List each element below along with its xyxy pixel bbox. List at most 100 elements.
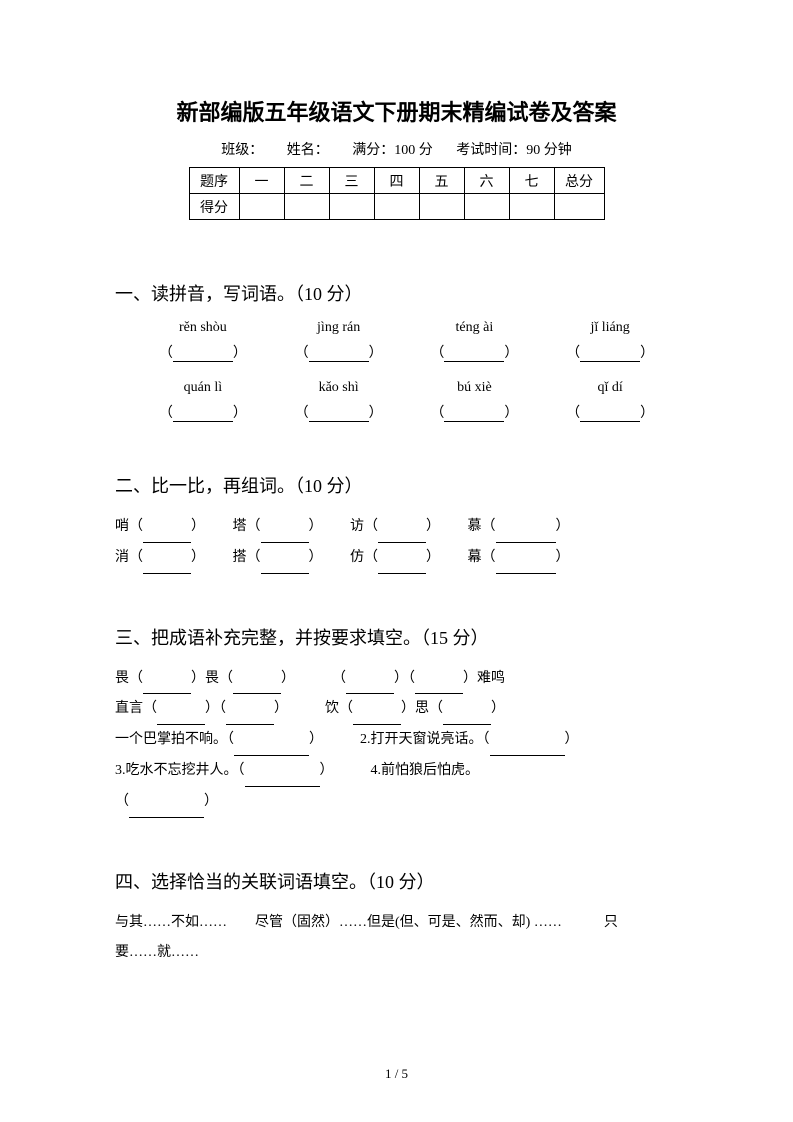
blank-cell: （）	[542, 342, 678, 362]
page-number: 1 / 5	[0, 1066, 793, 1082]
text: ）	[309, 732, 323, 747]
cell: 总分	[554, 168, 604, 194]
blank	[157, 711, 205, 725]
idiom-line: 直言（）（） 饮（）思（）	[115, 694, 678, 725]
compare-item: 仿（）	[350, 543, 440, 574]
char: 仿	[350, 550, 364, 565]
pinyin: bú xiè	[407, 380, 543, 396]
full-value: 100 分	[394, 143, 433, 158]
compare-item: 哨（）	[115, 512, 205, 543]
blank	[378, 560, 426, 574]
blank	[444, 348, 504, 362]
cell	[419, 194, 464, 220]
text: ）难鸣	[463, 671, 505, 686]
pinyin-row: rěn shòu jìng rán téng ài jǐ liáng	[115, 320, 678, 336]
blank	[261, 529, 309, 543]
time-value: 90 分钟	[526, 143, 572, 158]
text: ）	[320, 763, 334, 778]
cell	[464, 194, 509, 220]
section-heading: 三、把成语补充完整，并按要求填空。（15 分）	[115, 624, 678, 650]
section-1: 一、读拼音，写词语。（10 分） rěn shòu jìng rán téng …	[115, 280, 678, 422]
text: ）	[281, 671, 295, 686]
info-line: 班级： 姓名： 满分：100 分 考试时间：90 分钟	[115, 139, 678, 159]
blank-cell: （）	[542, 402, 678, 422]
blank-cell: （）	[135, 402, 271, 422]
text: 2.打开天窗说亮话。（	[360, 732, 490, 747]
pinyin: téng ài	[407, 320, 543, 336]
blank	[490, 742, 565, 756]
cell: 六	[464, 168, 509, 194]
pinyin: kǎo shì	[271, 380, 407, 396]
text: ）	[565, 732, 579, 747]
pinyin: rěn shòu	[135, 320, 271, 336]
text: （	[332, 671, 346, 686]
section-heading: 四、选择恰当的关联词语填空。（10 分）	[115, 868, 678, 894]
blank	[173, 348, 233, 362]
cell: 一	[239, 168, 284, 194]
cell	[374, 194, 419, 220]
full-score: 满分：100 分	[352, 143, 436, 158]
idiom-line: （）	[115, 787, 678, 818]
blank	[309, 348, 369, 362]
pinyin-row: quán lì kǎo shì bú xiè qǐ dí	[115, 380, 678, 396]
blank	[353, 711, 401, 725]
cell	[554, 194, 604, 220]
text: 直言（	[115, 701, 157, 716]
compare-row: 消（） 搭（） 仿（） 幕（）	[115, 543, 678, 574]
text: 4.前怕狼后怕虎。	[371, 763, 480, 778]
idiom-line: 一个巴掌拍不响。（ ） 2.打开天窗说亮话。（ ）	[115, 725, 678, 756]
char: 塔	[233, 519, 247, 534]
blank	[496, 529, 556, 543]
compare-item: 消（）	[115, 543, 205, 574]
blank	[261, 560, 309, 574]
blank	[173, 408, 233, 422]
char: 幕	[468, 550, 482, 565]
blank	[415, 680, 463, 694]
blank-row: （） （） （） （）	[115, 342, 678, 362]
compare-item: 搭（）	[233, 543, 323, 574]
conj-line: 要……就……	[115, 938, 678, 969]
text: ）	[491, 701, 505, 716]
char: 消	[115, 550, 129, 565]
time: 考试时间：90 分钟	[456, 143, 572, 158]
text: ）（	[394, 671, 415, 686]
compare-item: 塔（）	[233, 512, 323, 543]
idiom-line: 畏（）畏（） （）（）难鸣	[115, 664, 678, 695]
cell	[239, 194, 284, 220]
blank	[378, 529, 426, 543]
cell: 七	[509, 168, 554, 194]
blank-cell: （）	[271, 342, 407, 362]
compare-item: 访（）	[350, 512, 440, 543]
text: ）思（	[401, 701, 443, 716]
blank	[580, 408, 640, 422]
blank	[443, 711, 491, 725]
pinyin: quán lì	[135, 380, 271, 396]
blank	[143, 680, 191, 694]
text: 一个巴掌拍不响。（	[115, 732, 234, 747]
cell: 二	[284, 168, 329, 194]
blank-cell: （）	[135, 342, 271, 362]
compare-item: 慕（）	[468, 512, 570, 543]
char: 访	[350, 519, 364, 534]
cell: 题序	[189, 168, 239, 194]
name-label: 姓名：	[287, 143, 329, 158]
blank-cell: （）	[407, 402, 543, 422]
text: ）畏（	[191, 671, 233, 686]
blank-cell: （）	[271, 402, 407, 422]
char: 搭	[233, 550, 247, 565]
blank	[234, 742, 309, 756]
cell: 四	[374, 168, 419, 194]
pinyin: qǐ dí	[542, 380, 678, 396]
blank	[309, 408, 369, 422]
pinyin: jìng rán	[271, 320, 407, 336]
section-heading: 一、读拼音，写词语。（10 分）	[115, 280, 678, 306]
cell	[329, 194, 374, 220]
score-table: 题序 一 二 三 四 五 六 七 总分 得分	[189, 167, 605, 220]
time-label: 考试时间：	[456, 143, 526, 158]
char: 慕	[468, 519, 482, 534]
blank-row: （） （） （） （）	[115, 402, 678, 422]
compare-item: 幕（）	[468, 543, 570, 574]
blank	[444, 408, 504, 422]
char: 哨	[115, 519, 129, 534]
section-2: 二、比一比，再组词。（10 分） 哨（） 塔（） 访（） 慕（） 消（） 搭（）…	[115, 472, 678, 574]
